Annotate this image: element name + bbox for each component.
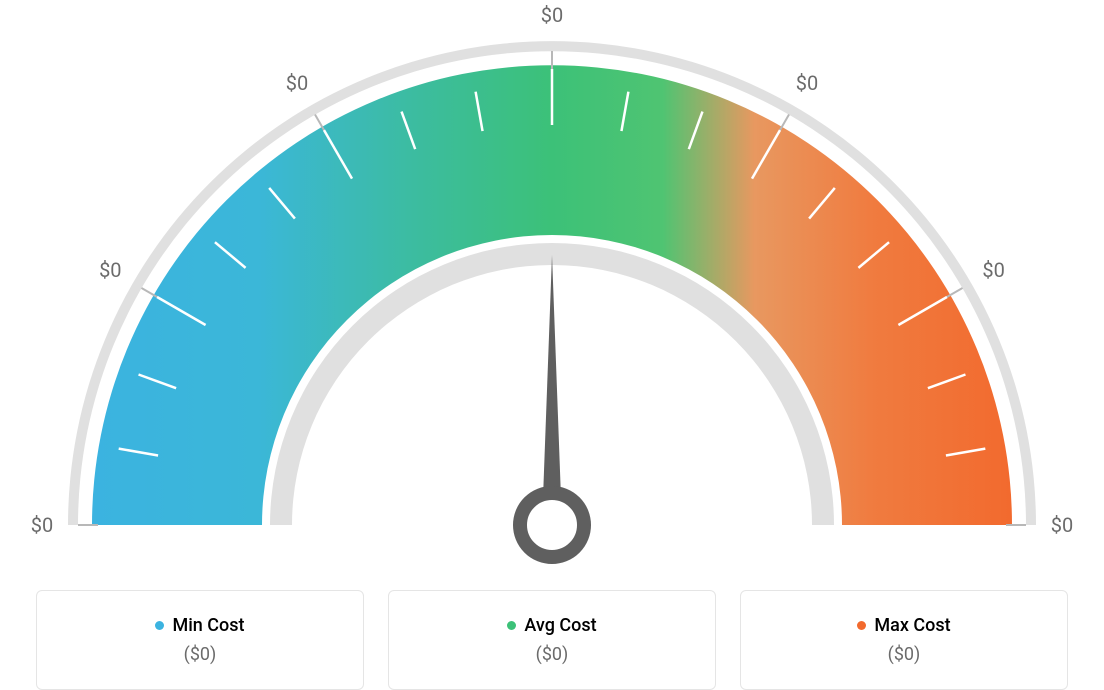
bullet-avg (507, 621, 516, 630)
legend-card-min: Min Cost ($0) (36, 590, 364, 690)
scale-label: $0 (31, 513, 53, 537)
legend-title-max: Max Cost (857, 615, 950, 636)
gauge-chart: $0 $0 $0 $0 $0 $0 $0 (0, 0, 1104, 570)
bullet-min (155, 621, 164, 630)
gauge-svg (0, 0, 1104, 570)
legend-card-avg: Avg Cost ($0) (388, 590, 716, 690)
scale-label: $0 (796, 71, 818, 95)
legend-row: Min Cost ($0) Avg Cost ($0) Max Cost ($0… (0, 590, 1104, 690)
legend-card-max: Max Cost ($0) (740, 590, 1068, 690)
scale-label: $0 (99, 258, 121, 282)
legend-title-min: Min Cost (155, 615, 244, 636)
legend-value-min: ($0) (184, 644, 217, 665)
scale-label: $0 (982, 258, 1004, 282)
legend-label-max: Max Cost (874, 615, 950, 636)
legend-title-avg: Avg Cost (507, 615, 596, 636)
scale-label: $0 (541, 3, 563, 27)
legend-label-min: Min Cost (172, 615, 244, 636)
bullet-max (857, 621, 866, 630)
legend-value-max: ($0) (888, 644, 921, 665)
scale-label: $0 (286, 71, 308, 95)
legend-label-avg: Avg Cost (524, 615, 596, 636)
legend-value-avg: ($0) (536, 644, 569, 665)
scale-label: $0 (1051, 513, 1073, 537)
